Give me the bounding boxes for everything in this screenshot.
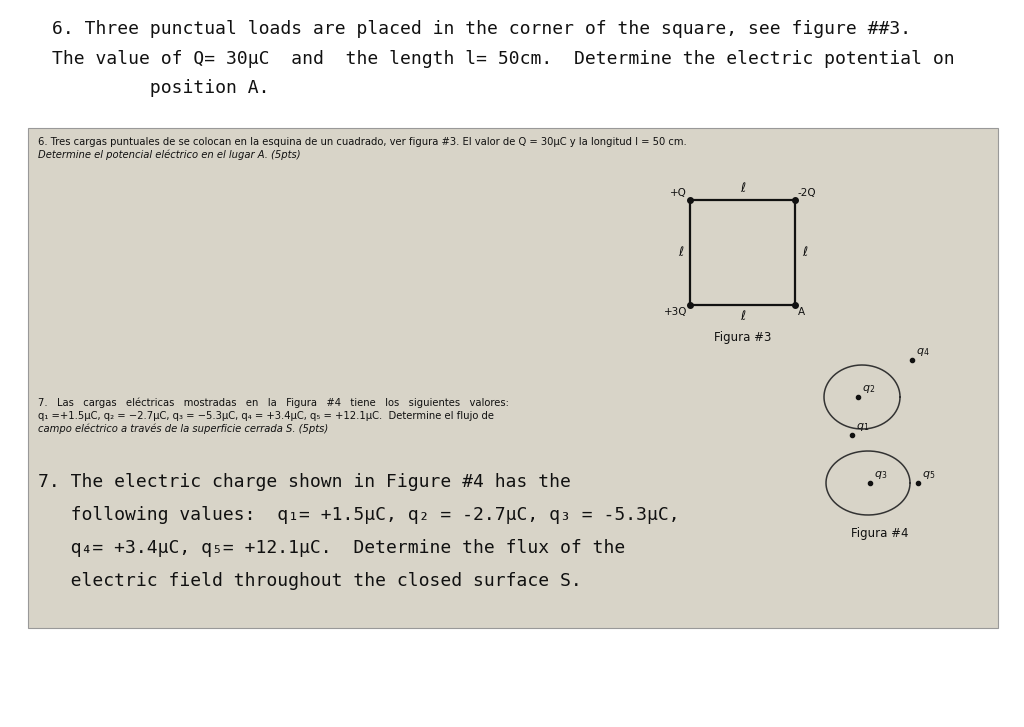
Text: ℓ: ℓ [740, 310, 745, 323]
Text: 6. Tres cargas puntuales de se colocan en la esquina de un cuadrado, ver figura : 6. Tres cargas puntuales de se colocan e… [38, 137, 687, 147]
Bar [28, 128, 998, 628]
Text: $q_3$: $q_3$ [874, 469, 888, 481]
Text: 7.   Las   cargas   eléctricas   mostradas   en   la   Figura   #4   tiene   los: 7. Las cargas eléctricas mostradas en la… [38, 398, 509, 409]
Text: 6. Three punctual loads are placed in the corner of the square, see figure ##3.: 6. Three punctual loads are placed in th… [52, 20, 911, 38]
Text: $q_4$: $q_4$ [916, 346, 930, 358]
Text: campo eléctrico a través de la superficie cerrada S. (5pts): campo eléctrico a través de la superfici… [38, 424, 329, 435]
Text: following values:  q₁= +1.5μC, q₂ = -2.7μC, q₃ = -5.3μC,: following values: q₁= +1.5μC, q₂ = -2.7μ… [38, 506, 680, 524]
Text: Figura #3: Figura #3 [714, 331, 771, 344]
Text: Figura #4: Figura #4 [851, 527, 908, 540]
Text: $q_1$: $q_1$ [856, 421, 869, 433]
Text: +Q: +Q [670, 188, 687, 198]
Text: 7. The electric charge shown in Figure #4 has the: 7. The electric charge shown in Figure #… [38, 473, 570, 491]
Text: ℓ: ℓ [678, 246, 683, 259]
Text: The value of Q= 30μC  and  the length l= 50cm.  Determine the electric potential: The value of Q= 30μC and the length l= 5… [52, 50, 954, 68]
Text: q₁ =+1.5μC, q₂ = −2.7μC, q₃ = −5.3μC, q₄ = +3.4μC, q₅ = +12.1μC.  Determine el f: q₁ =+1.5μC, q₂ = −2.7μC, q₃ = −5.3μC, q₄… [38, 411, 494, 421]
Text: q₄= +3.4μC, q₅= +12.1μC.  Determine the flux of the: q₄= +3.4μC, q₅= +12.1μC. Determine the f… [38, 539, 626, 557]
Text: $q_5$: $q_5$ [922, 469, 935, 481]
Text: A: A [798, 307, 805, 317]
Text: ℓ: ℓ [740, 182, 745, 195]
Text: ℓ: ℓ [802, 246, 807, 259]
Text: $q_2$: $q_2$ [862, 383, 876, 395]
Text: +3Q: +3Q [664, 307, 687, 317]
Text: position A.: position A. [52, 79, 269, 97]
Text: Determine el potencial eléctrico en el lugar A. (5pts): Determine el potencial eléctrico en el l… [38, 150, 301, 161]
Text: -2Q: -2Q [798, 188, 816, 198]
Text: electric field throughout the closed surface S.: electric field throughout the closed sur… [38, 572, 582, 590]
